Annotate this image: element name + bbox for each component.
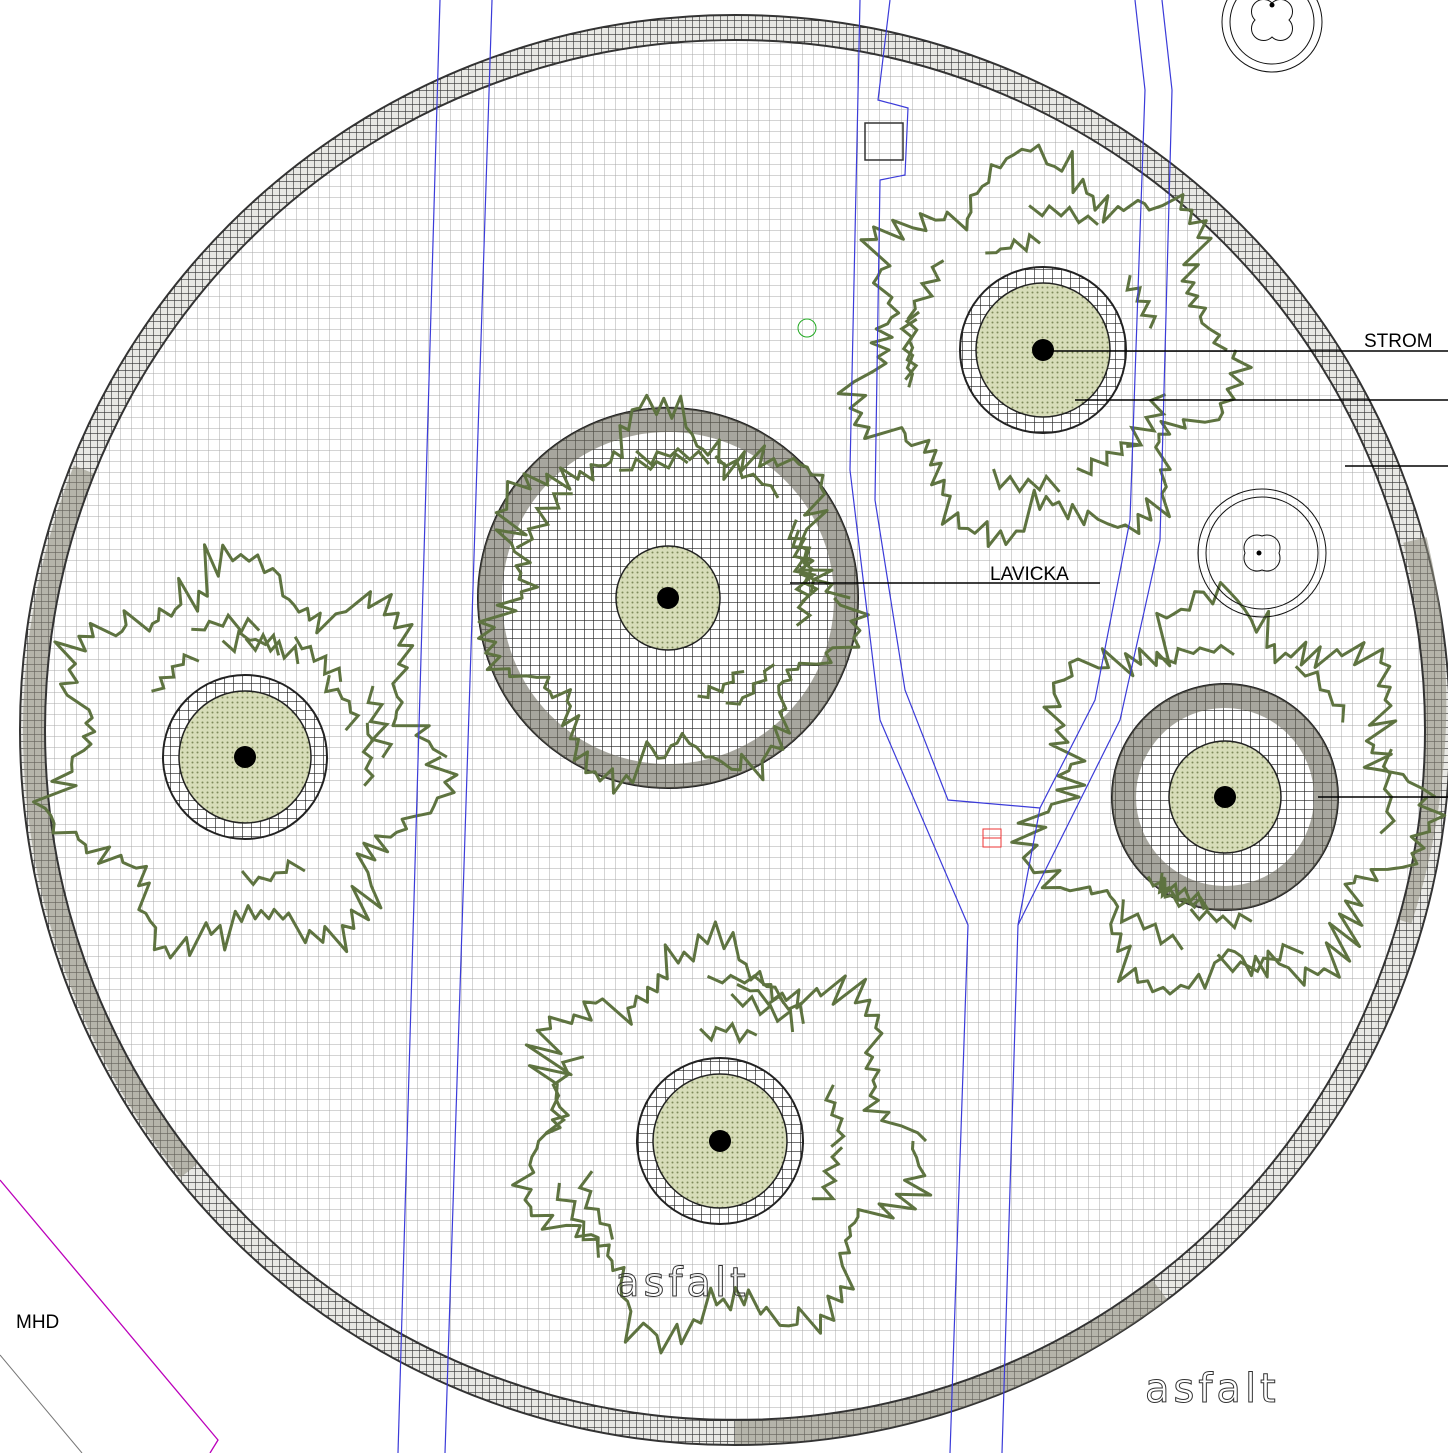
page: STROM LAVICKA MHD asfalt asfalt (() => {… xyxy=(0,0,1448,1453)
tree-trunk xyxy=(709,1130,731,1152)
lamp-center xyxy=(1270,3,1275,8)
label-asfalt: asfalt xyxy=(1145,1366,1280,1412)
tree-trunk xyxy=(1032,339,1054,361)
tree-trunk xyxy=(1214,786,1236,808)
label-mhd: MHD xyxy=(16,1312,59,1333)
site-plan: STROM LAVICKA MHD asfalt asfalt xyxy=(0,0,1448,1453)
lamp-center xyxy=(1257,551,1262,556)
label-asfalt: asfalt xyxy=(615,1260,750,1306)
tree-trunk xyxy=(234,746,256,768)
label-lavicka: LAVICKA xyxy=(990,564,1069,585)
label-strom: STROM xyxy=(1364,331,1433,352)
tree-trunk xyxy=(657,587,679,609)
